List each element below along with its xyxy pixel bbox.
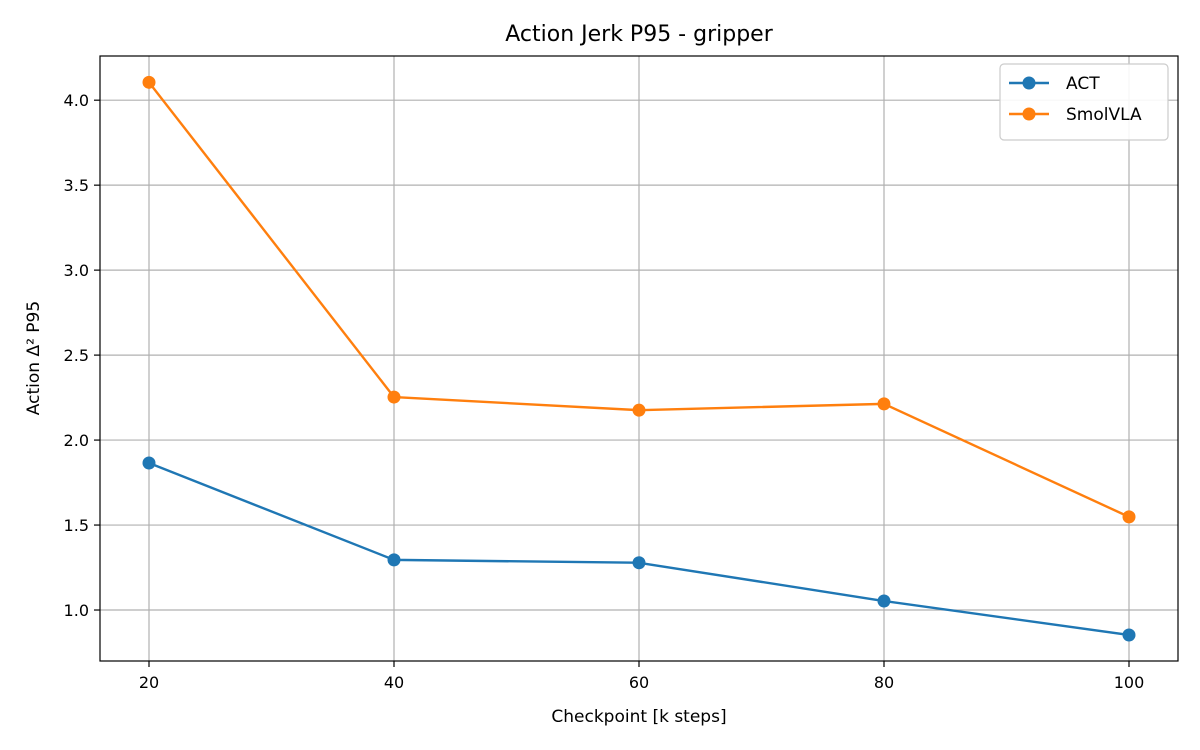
data-point (632, 556, 646, 570)
chart-title: Action Jerk P95 - gripper (505, 22, 773, 47)
x-tick-label: 20 (139, 673, 159, 692)
data-point (877, 397, 891, 411)
axis-ticks: 20 40 60 80 100 1.0 1.5 2.0 2.5 3.0 3.5 4.0 (64, 91, 1145, 692)
legend-entry: ACT (1009, 74, 1100, 94)
grid (100, 56, 1178, 661)
y-axis-label: Action Δ² P95 (24, 301, 44, 415)
legend-entry: SmolVLA (1009, 105, 1142, 125)
y-tick-label: 2.0 (64, 431, 89, 450)
legend: ACT SmolVLA (999, 63, 1169, 141)
x-tick-label: 60 (629, 673, 649, 692)
y-tick-label: 3.0 (64, 261, 89, 280)
y-tick-label: 1.5 (64, 516, 89, 535)
series-act (142, 456, 1136, 642)
series-layer (142, 75, 1136, 642)
series-smolvla (142, 75, 1136, 524)
data-point (1122, 628, 1136, 642)
y-tick-label: 1.0 (64, 601, 89, 620)
data-point (1122, 510, 1136, 524)
data-point (877, 594, 891, 608)
y-tick-label: 2.5 (64, 346, 89, 365)
legend-label: ACT (1066, 74, 1100, 94)
x-tick-label: 100 (1114, 673, 1145, 692)
data-point (387, 553, 401, 567)
data-point (387, 390, 401, 404)
legend-label: SmolVLA (1066, 105, 1142, 125)
legend-marker (1022, 76, 1036, 90)
x-tick-label: 80 (874, 673, 894, 692)
x-axis-label: Checkpoint [k steps] (551, 707, 726, 727)
data-point (142, 456, 156, 470)
legend-marker (1022, 107, 1036, 121)
y-tick-label: 4.0 (64, 91, 89, 110)
data-point (632, 403, 646, 417)
x-tick-label: 40 (384, 673, 404, 692)
y-tick-label: 3.5 (64, 176, 89, 195)
data-point (142, 75, 156, 89)
